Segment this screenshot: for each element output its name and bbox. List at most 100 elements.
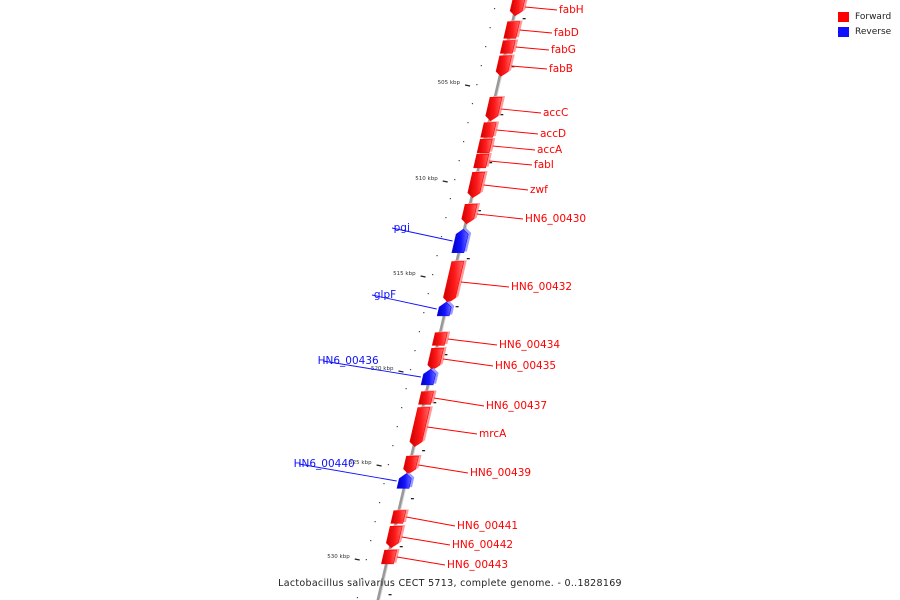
gene-hn6-00435[interactable]: HN6_00435 xyxy=(427,347,556,372)
gene-fabg[interactable]: fabG xyxy=(499,39,576,56)
minor-tick-mark xyxy=(422,450,426,452)
minor-tick-dots xyxy=(356,8,526,599)
minor-tick-dot xyxy=(374,521,376,523)
minor-tick-mark xyxy=(399,546,403,548)
minor-tick-dot xyxy=(493,8,496,10)
gene-fabb[interactable]: fabB xyxy=(495,54,573,77)
minor-tick-dot xyxy=(480,65,482,67)
gene-label: accA xyxy=(537,144,563,156)
minor-tick-mark xyxy=(489,162,493,164)
gene-mrca[interactable]: mrcA xyxy=(409,406,507,447)
minor-tick-dot xyxy=(485,46,487,48)
scale-tick-525: 525 kbp xyxy=(349,460,382,467)
minor-tick-dot xyxy=(440,236,443,238)
minor-tick-mark xyxy=(477,210,481,212)
minor-tick-dot xyxy=(370,540,372,542)
gene-hn6-00430[interactable]: HN6_00430 xyxy=(461,203,586,225)
minor-tick-dot xyxy=(396,426,398,428)
gene-label: fabG xyxy=(551,44,576,56)
gene-glpf[interactable]: glpF xyxy=(371,289,455,317)
gene-hn6-00437[interactable]: HN6_00437 xyxy=(418,390,548,412)
gene-arrow xyxy=(485,97,503,122)
gene-label: accD xyxy=(540,128,566,140)
scale-tick-515: 515 kbp xyxy=(393,271,426,278)
gene-leader-line xyxy=(298,463,397,482)
gene-fabi[interactable]: fabI xyxy=(473,152,554,171)
gene-accc[interactable]: accC xyxy=(485,96,569,122)
minor-tick-dot xyxy=(449,198,451,200)
minor-tick-dot xyxy=(418,331,420,333)
gene-leader-line xyxy=(418,464,469,474)
gene-hn6-00434[interactable]: HN6_00434 xyxy=(431,331,560,351)
minor-tick-dot xyxy=(409,369,412,371)
minor-tick-dot xyxy=(489,27,491,29)
gene-label: glpF xyxy=(374,289,396,301)
gene-leader-line xyxy=(371,294,437,310)
gene-leader-line xyxy=(401,536,451,546)
gene-arrow xyxy=(503,21,521,39)
gene-leader-line xyxy=(483,184,529,191)
gene-arrow xyxy=(403,455,419,475)
gene-hn6-00442[interactable]: HN6_00442 xyxy=(385,525,513,551)
minor-tick-dot xyxy=(445,217,447,219)
gene-label: pgi xyxy=(394,222,410,234)
gene-hn6-00441[interactable]: HN6_00441 xyxy=(390,509,518,532)
gene-hn6-00439[interactable]: HN6_00439 xyxy=(403,455,532,479)
gene-pgi[interactable]: pgi xyxy=(391,222,472,253)
gene-label: accC xyxy=(543,107,568,119)
minor-tick-dot xyxy=(463,141,465,143)
gene-arrow xyxy=(443,261,465,303)
minor-tick-dot xyxy=(423,312,425,314)
gene-accd[interactable]: accD xyxy=(480,121,566,140)
gene-arrow xyxy=(431,332,448,346)
scale-tick-label: 510 kbp xyxy=(415,176,438,182)
gene-label: HN6_00441 xyxy=(457,520,518,532)
gene-leader-line xyxy=(496,129,539,135)
gene-label: mrcA xyxy=(479,428,507,440)
legend: Forward Reverse xyxy=(838,9,891,39)
gene-arrow xyxy=(420,368,436,386)
minor-tick-dot xyxy=(401,407,403,409)
minor-tick-mark xyxy=(455,306,459,308)
minor-tick-dot xyxy=(427,293,429,295)
legend-item-reverse: Reverse xyxy=(838,24,891,39)
gene-fabd[interactable]: fabD xyxy=(503,20,579,39)
gene-arrow xyxy=(396,473,412,489)
gene-label: HN6_00436 xyxy=(318,355,379,367)
gene-arrow xyxy=(509,0,525,17)
minor-tick-dot xyxy=(356,597,359,599)
minor-tick-dot xyxy=(361,578,363,580)
gene-leader-line xyxy=(511,65,548,70)
gene-label: fabH xyxy=(559,4,584,16)
gene-arrow xyxy=(385,525,403,549)
gene-label: HN6_00443 xyxy=(447,559,508,571)
minor-tick-mark xyxy=(388,594,392,596)
gene-hn6-00432[interactable]: HN6_00432 xyxy=(443,260,572,303)
minor-tick-dot xyxy=(476,84,478,86)
scale-tick-label: 515 kbp xyxy=(393,271,416,277)
gene-label: HN6_00440 xyxy=(294,458,355,470)
legend-label-reverse: Reverse xyxy=(855,26,892,37)
gene-label: HN6_00442 xyxy=(452,539,513,551)
gene-fabh[interactable]: fabH xyxy=(509,0,584,17)
gene-acca[interactable]: accA xyxy=(476,137,563,156)
gene-leader-line xyxy=(433,397,485,407)
scale-tick-530: 530 kbp xyxy=(327,554,360,561)
gene-hn6-00440[interactable]: HN6_00440 xyxy=(294,458,415,489)
gene-hn6-00443[interactable]: HN6_00443 xyxy=(381,548,508,571)
gene-leader-line xyxy=(501,108,542,114)
gene-arrow xyxy=(390,510,407,524)
minor-tick-mark xyxy=(433,402,437,404)
gene-leader-line xyxy=(391,227,453,242)
scale-tick-505: 505 kbp xyxy=(438,80,471,87)
gene-hn6-00436[interactable]: HN6_00436 xyxy=(318,355,439,386)
gene-zwf[interactable]: zwf xyxy=(467,171,548,199)
gene-leader-line xyxy=(489,160,533,166)
gene-label: HN6_00435 xyxy=(495,360,556,372)
minor-tick-dot xyxy=(378,502,381,504)
gene-arrow xyxy=(495,55,513,77)
gene-label: HN6_00434 xyxy=(499,339,560,351)
gene-arrow xyxy=(381,549,397,565)
scale-tick-label: 520 kbp xyxy=(371,366,394,372)
gene-arrow xyxy=(499,40,516,54)
